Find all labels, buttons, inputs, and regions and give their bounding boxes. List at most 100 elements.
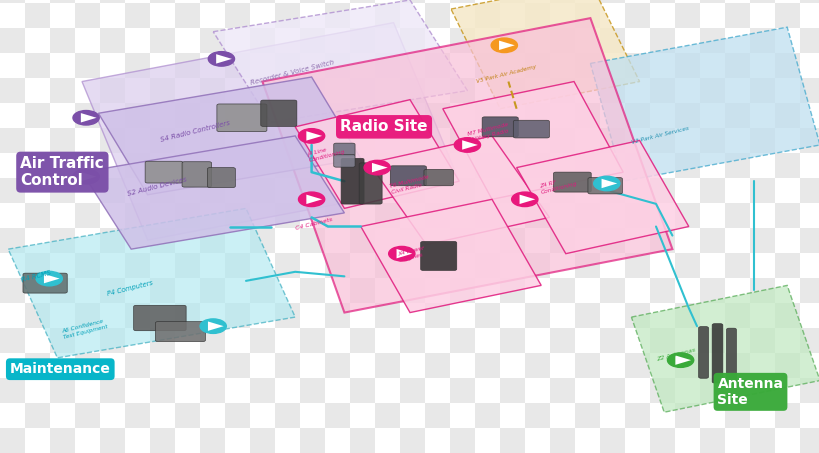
Bar <box>624 303 649 328</box>
Bar <box>75 153 100 178</box>
Bar <box>324 403 350 428</box>
Bar <box>624 153 649 178</box>
Text: V5 Park Air Academy: V5 Park Air Academy <box>475 64 536 84</box>
Polygon shape <box>306 195 322 204</box>
Bar <box>799 278 819 303</box>
Bar <box>200 278 224 303</box>
Bar <box>350 228 374 253</box>
FancyBboxPatch shape <box>726 328 735 383</box>
Bar <box>424 3 450 28</box>
Bar <box>450 328 474 353</box>
Bar <box>424 203 450 228</box>
Polygon shape <box>213 0 467 122</box>
Bar <box>699 178 724 203</box>
Bar <box>50 0 75 3</box>
Bar <box>474 3 500 28</box>
Bar <box>649 0 674 3</box>
Bar <box>350 428 374 453</box>
Bar <box>574 203 600 228</box>
Bar <box>250 228 274 253</box>
Bar <box>600 0 624 3</box>
Bar <box>749 78 774 103</box>
Bar <box>674 153 699 178</box>
Bar <box>524 153 550 178</box>
Bar <box>300 278 324 303</box>
Bar <box>400 28 424 53</box>
Polygon shape <box>8 208 295 358</box>
Bar <box>500 228 524 253</box>
Bar <box>200 28 224 53</box>
Bar <box>374 3 400 28</box>
Bar <box>200 128 224 153</box>
Bar <box>200 378 224 403</box>
Text: Air Traffic
Control: Air Traffic Control <box>20 156 104 188</box>
Bar <box>25 203 50 228</box>
Bar <box>574 153 600 178</box>
Bar <box>600 378 624 403</box>
Bar <box>500 78 524 103</box>
FancyBboxPatch shape <box>260 100 296 126</box>
Bar <box>350 0 374 3</box>
Bar <box>424 303 450 328</box>
Bar <box>600 178 624 203</box>
Bar <box>699 428 724 453</box>
Bar <box>624 403 649 428</box>
Polygon shape <box>519 195 535 204</box>
Bar <box>250 378 274 403</box>
Bar <box>624 253 649 278</box>
Bar <box>574 3 600 28</box>
FancyBboxPatch shape <box>156 322 205 342</box>
Bar <box>200 0 224 3</box>
Bar <box>224 403 250 428</box>
Bar <box>550 28 574 53</box>
Bar <box>600 328 624 353</box>
Bar <box>450 228 474 253</box>
Bar <box>524 53 550 78</box>
Bar <box>174 203 200 228</box>
Bar <box>25 253 50 278</box>
Bar <box>724 103 749 128</box>
Bar <box>374 303 400 328</box>
Bar <box>649 278 674 303</box>
Bar <box>624 3 649 28</box>
Bar <box>400 0 424 3</box>
Bar <box>474 203 500 228</box>
Bar <box>350 378 374 403</box>
Bar <box>649 78 674 103</box>
Bar <box>100 0 124 3</box>
Bar <box>550 328 574 353</box>
Bar <box>250 28 274 53</box>
Bar <box>624 103 649 128</box>
Bar <box>174 103 200 128</box>
Bar <box>274 353 300 378</box>
Bar <box>450 428 474 453</box>
Bar <box>699 0 724 3</box>
Bar <box>749 278 774 303</box>
Bar <box>724 303 749 328</box>
Bar <box>75 353 100 378</box>
Bar <box>75 253 100 278</box>
Bar <box>799 428 819 453</box>
Bar <box>150 0 174 3</box>
Polygon shape <box>631 285 819 412</box>
Bar <box>699 378 724 403</box>
Bar <box>500 378 524 403</box>
Bar <box>124 403 150 428</box>
Bar <box>749 128 774 153</box>
Bar <box>524 253 550 278</box>
Bar <box>300 378 324 403</box>
Bar <box>100 78 124 103</box>
Bar <box>300 428 324 453</box>
Bar <box>649 428 674 453</box>
Bar <box>774 353 799 378</box>
Circle shape <box>36 271 62 286</box>
Bar <box>50 128 75 153</box>
FancyBboxPatch shape <box>133 305 186 331</box>
Polygon shape <box>216 54 232 63</box>
Bar <box>749 428 774 453</box>
Text: Z2 Antennas: Z2 Antennas <box>655 348 695 362</box>
Bar <box>75 103 100 128</box>
Polygon shape <box>450 0 639 109</box>
Bar <box>200 78 224 103</box>
Bar <box>224 303 250 328</box>
